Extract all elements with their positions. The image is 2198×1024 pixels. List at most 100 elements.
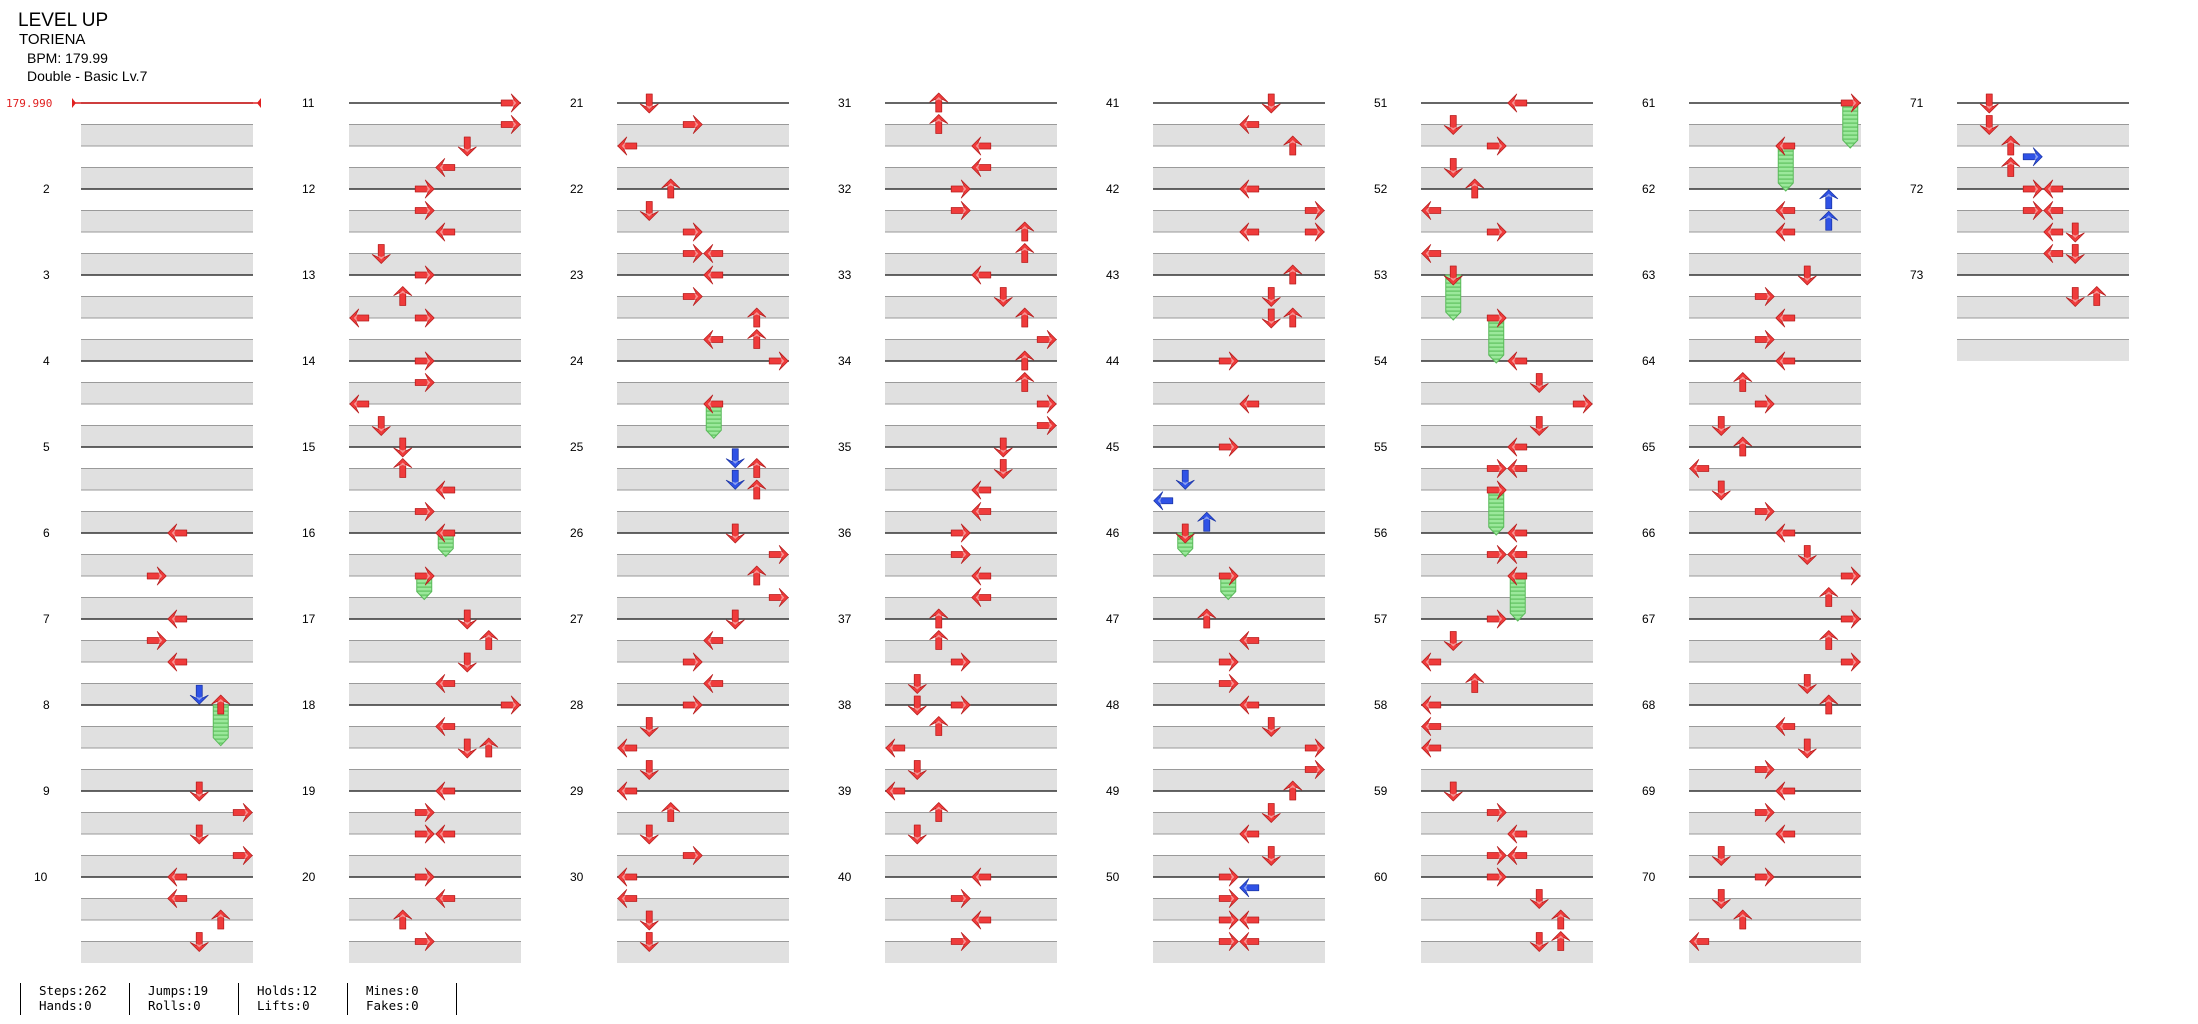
- arrow-left-icon: [1153, 491, 1174, 511]
- beat-band: [81, 468, 253, 490]
- measure-number: 27: [570, 612, 584, 626]
- measure-52: [1421, 188, 1593, 275]
- measure-55: [1421, 446, 1593, 533]
- measure-number: 36: [838, 526, 852, 540]
- measure-number: 26: [570, 526, 584, 540]
- arrow-right-icon: [232, 846, 253, 865]
- beat-band: [617, 769, 789, 791]
- arrow-left-icon: [1239, 631, 1260, 650]
- measure-2: [81, 188, 253, 275]
- arrow-right-icon: [950, 932, 971, 951]
- measure-number: 46: [1106, 526, 1120, 540]
- beat-band: [1153, 554, 1325, 576]
- arrow-left-icon: [971, 480, 992, 500]
- beat-band: [349, 683, 521, 705]
- beat-band: [349, 597, 521, 619]
- arrow-left-icon: [2043, 201, 2064, 220]
- measure-15: [349, 446, 521, 533]
- arrow-left-icon: [1507, 523, 1528, 543]
- arrow-left-icon: [167, 523, 188, 543]
- arrow-left-icon: [1507, 824, 1528, 844]
- arrow-up-icon: [393, 286, 413, 306]
- measure-54: [1421, 360, 1593, 447]
- arrow-right-icon: [146, 566, 167, 586]
- measure-23: [617, 274, 789, 361]
- beat-band: [885, 683, 1057, 705]
- measure-number: 45: [1106, 440, 1120, 454]
- measure-33: [885, 274, 1057, 361]
- arrow-left-icon: [1775, 717, 1796, 736]
- stat-rolls: Rolls:0: [148, 998, 201, 1013]
- measure-65: [1689, 446, 1861, 533]
- arrow-up-icon: [747, 479, 767, 500]
- arrow-up-icon: [211, 694, 231, 715]
- measure-number: 20: [302, 870, 316, 884]
- measure-66: [1689, 532, 1861, 619]
- measure-64: [1689, 360, 1861, 447]
- arrow-left-icon: [1689, 459, 1710, 478]
- beat-band: [349, 855, 521, 877]
- beat-band: [349, 511, 521, 533]
- beat-band: [81, 898, 253, 920]
- beat-band: [1957, 167, 2129, 189]
- arrow-up-icon: [1551, 909, 1571, 930]
- measure-number: 61: [1642, 96, 1656, 110]
- measure-9: [81, 790, 253, 877]
- beat-band: [617, 941, 789, 963]
- arrow-right-icon: [768, 545, 789, 564]
- arrow-right-icon: [1218, 351, 1239, 371]
- arrow-up-icon: [479, 630, 499, 650]
- arrow-right-icon: [414, 932, 435, 951]
- arrow-up-icon: [1197, 511, 1217, 532]
- arrow-right-icon: [1486, 545, 1507, 564]
- arrow-down-icon: [2065, 244, 2085, 264]
- measure-number: 38: [838, 698, 852, 712]
- arrow-up-icon: [929, 114, 949, 134]
- beat-band: [1689, 425, 1861, 447]
- hold-body: [1445, 274, 1462, 321]
- arrow-down-icon: [189, 824, 209, 845]
- arrow-right-icon: [500, 695, 521, 715]
- arrow-down-icon: [725, 469, 745, 490]
- measure-number: 18: [302, 698, 316, 712]
- beat-band: [617, 855, 789, 877]
- beat-band: [1153, 726, 1325, 748]
- arrow-down-icon: [393, 437, 413, 458]
- measure-22: [617, 188, 789, 275]
- arrow-left-icon: [617, 867, 638, 887]
- measure-number: 60: [1374, 870, 1388, 884]
- beat-band: [1421, 941, 1593, 963]
- arrow-left-icon: [1507, 351, 1528, 371]
- arrow-down-icon: [1261, 803, 1281, 823]
- arrow-right-icon: [2022, 147, 2043, 167]
- arrow-right-icon: [1218, 910, 1239, 930]
- measure-number: 63: [1642, 268, 1656, 282]
- arrow-up-icon: [929, 630, 949, 650]
- measure-13: [349, 274, 521, 361]
- measure-25: [617, 446, 789, 533]
- measure-number: 32: [838, 182, 852, 196]
- arrow-left-icon: [1239, 910, 1260, 930]
- measure-number: 58: [1374, 698, 1388, 712]
- measure-number: 51: [1374, 96, 1388, 110]
- beat-band: [349, 812, 521, 834]
- measure-number: 19: [302, 784, 316, 798]
- beat-band: [617, 812, 789, 834]
- arrow-right-icon: [232, 803, 253, 822]
- beat-band: [885, 812, 1057, 834]
- arrow-up-icon: [1283, 307, 1303, 328]
- arrow-right-icon: [682, 244, 703, 263]
- arrow-left-icon: [1775, 136, 1796, 156]
- arrow-down-icon: [1261, 717, 1281, 737]
- arrow-down-icon: [639, 93, 659, 114]
- beat-band: [1153, 167, 1325, 189]
- arrow-down-icon: [1443, 265, 1463, 286]
- beat-band: [885, 124, 1057, 146]
- beat-band: [885, 855, 1057, 877]
- beat-band: [1689, 511, 1861, 533]
- bpm-change-right-cap: [257, 98, 261, 108]
- beat-band: [1421, 124, 1593, 146]
- arrow-left-icon: [349, 394, 370, 414]
- beat-band: [1153, 253, 1325, 275]
- arrow-left-icon: [1775, 351, 1796, 371]
